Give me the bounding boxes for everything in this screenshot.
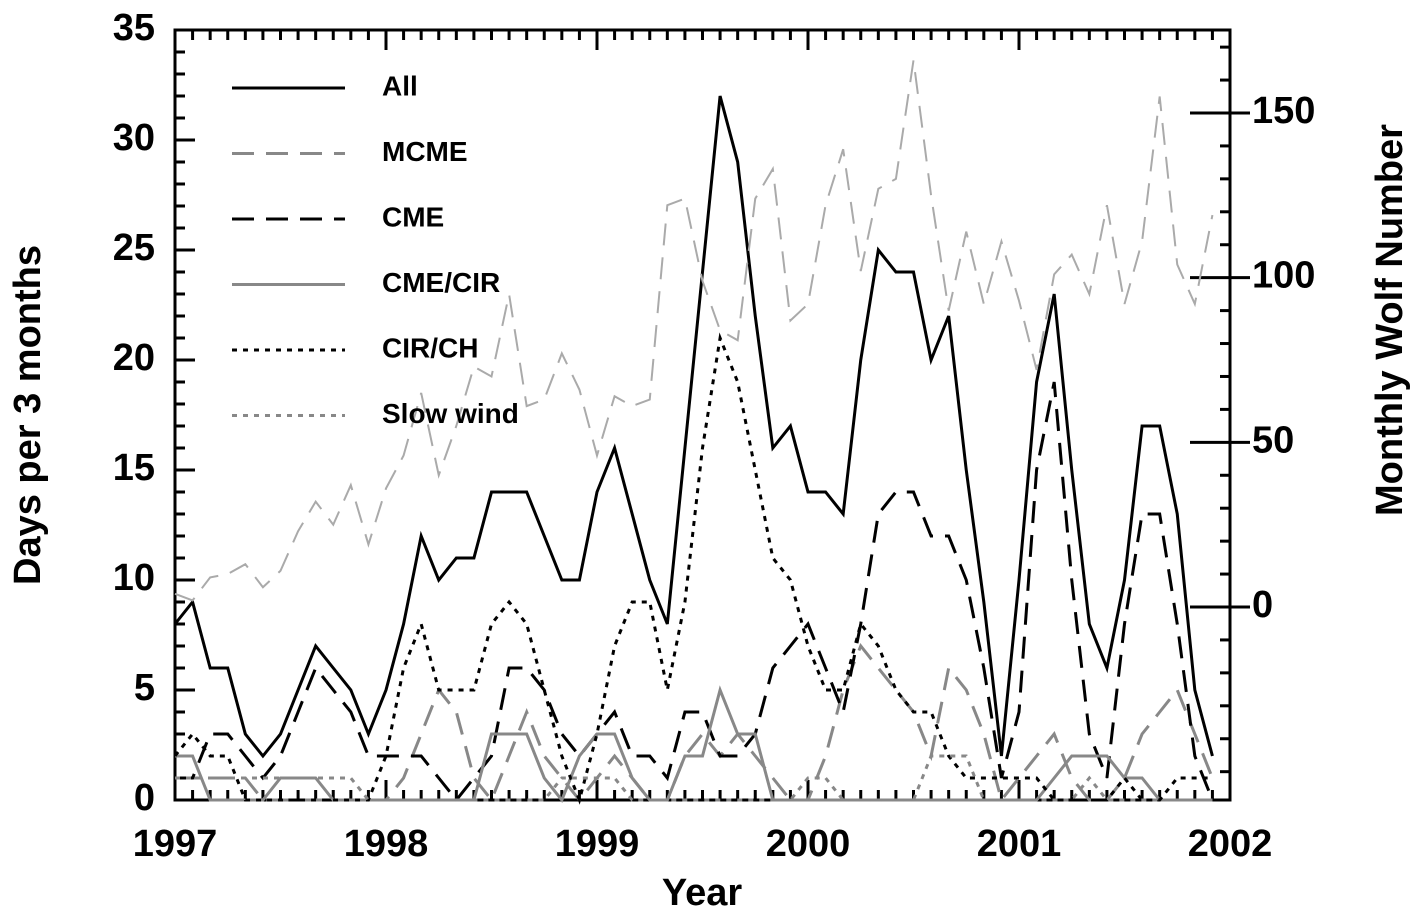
legend-label: CME [382, 201, 444, 232]
x-tick-label: 2002 [1188, 823, 1273, 865]
y2-axis-title: Monthly Wolf Number [1369, 124, 1411, 516]
y-tick-label: 20 [113, 337, 155, 379]
y2-tick-label: 0 [1252, 584, 1273, 626]
y-tick-label: 25 [113, 227, 155, 269]
legend-label: Slow wind [382, 398, 519, 429]
y-tick-label: 0 [134, 777, 155, 819]
x-tick-label: 1998 [344, 823, 429, 865]
legend-label: MCME [382, 136, 468, 167]
y-tick-label: 15 [113, 447, 155, 489]
y-axis-title: Days per 3 months [7, 245, 49, 585]
y-tick-label: 10 [113, 557, 155, 599]
y2-tick-label: 100 [1252, 255, 1315, 297]
legend-label: All [382, 70, 418, 101]
x-tick-label: 1999 [555, 823, 640, 865]
x-tick-label: 2000 [766, 823, 851, 865]
y2-tick-label: 50 [1252, 419, 1294, 461]
y2-tick-label: 150 [1252, 90, 1315, 132]
series-line [174, 60, 1214, 602]
series-line [173, 332, 1213, 805]
y-tick-label: 35 [113, 7, 155, 49]
y-tick-label: 30 [113, 117, 155, 159]
legend-label: CME/CIR [382, 267, 500, 298]
x-tick-label: 2001 [977, 823, 1062, 865]
y-tick-label: 5 [134, 667, 155, 709]
legend-label: CIR/CH [382, 332, 478, 363]
series-line [175, 381, 1214, 803]
x-axis-title: Year [662, 872, 743, 914]
series-line [175, 754, 1213, 802]
x-tick-label: 1997 [133, 823, 218, 865]
series-line [173, 95, 1214, 759]
